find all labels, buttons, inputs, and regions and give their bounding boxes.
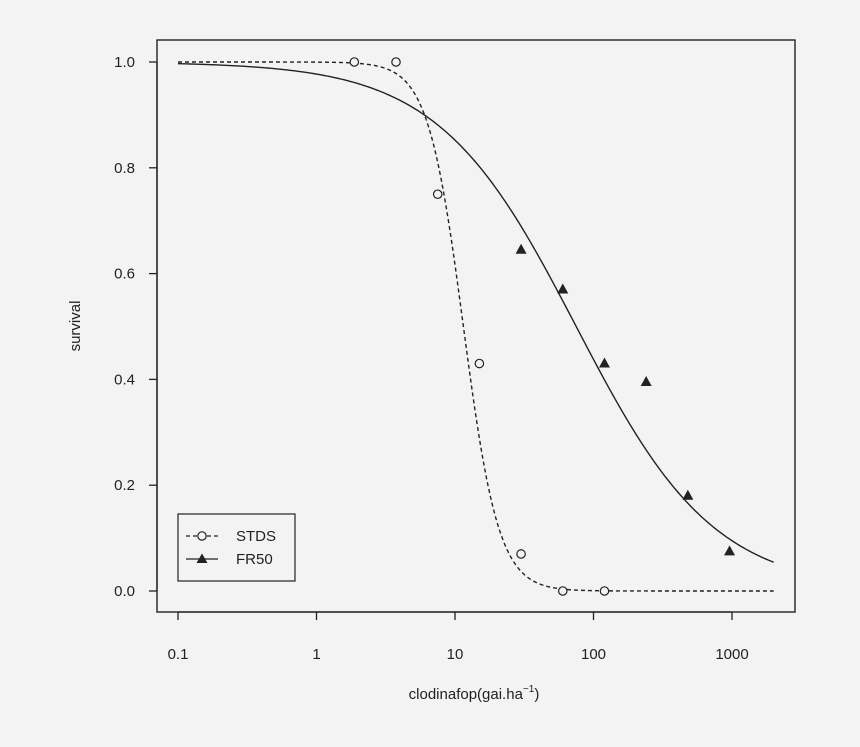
y-tick-label: 0.6 (114, 266, 135, 283)
point-stds (432, 189, 443, 200)
axes: 0.1 1 10 100 1000 0.0 0.2 0.4 0.6 0.8 1.0 (114, 54, 749, 663)
x-axis-label-close: ) (534, 686, 539, 703)
x-tick-label: 1 (312, 646, 320, 663)
point-stds (391, 57, 401, 67)
x-tick-label: 100 (581, 646, 606, 663)
x-tick-label: 1000 (715, 646, 748, 663)
y-tick-label: 0.4 (114, 371, 135, 388)
x-axis-label-sup: −1 (523, 684, 535, 695)
y-tick-label: 1.0 (114, 54, 135, 71)
legend-label-fr50: FR50 (236, 551, 273, 568)
point-fr50 (640, 376, 652, 387)
y-tick-label: 0.2 (114, 477, 135, 494)
point-stds (474, 358, 485, 369)
legend-marker-fr50 (196, 553, 208, 563)
plot-frame (156, 39, 796, 613)
point-fr50 (598, 357, 610, 368)
point-fr50 (557, 283, 569, 294)
curve-stds (178, 61, 774, 592)
point-stds (516, 549, 526, 559)
y-tick-label: 0.8 (114, 160, 135, 177)
point-fr50 (682, 489, 694, 500)
point-stds (557, 586, 568, 596)
x-tick-label: 10 (447, 646, 464, 663)
x-axis-label-main: clodinafop(gai.ha (409, 686, 524, 703)
legend: STDS FR50 (177, 513, 296, 582)
legend-box (177, 513, 296, 582)
y-tick-label: 0.0 (114, 583, 135, 600)
x-tick-label: 0.1 (168, 646, 189, 663)
legend-label-stds: STDS (236, 528, 276, 545)
x-axis-label: clodinafop(gai.ha−1) (409, 684, 540, 703)
point-fr50 (724, 545, 736, 556)
legend-marker-stds (197, 531, 207, 541)
curve-fr50 (177, 62, 774, 563)
fitted-curves (177, 61, 774, 592)
data-points (349, 57, 736, 596)
point-stds (599, 586, 610, 596)
point-stds (349, 57, 360, 67)
point-fr50 (515, 243, 527, 254)
y-axis-label: survival (67, 301, 84, 352)
